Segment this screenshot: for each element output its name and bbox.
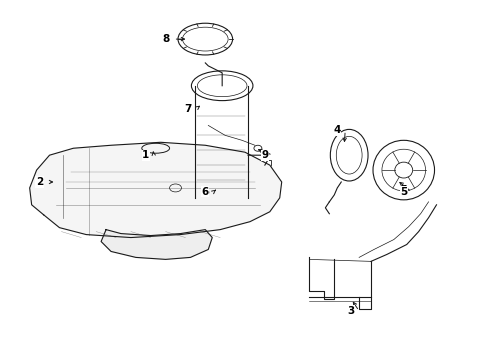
Text: 9: 9 [261, 150, 268, 160]
Text: 4: 4 [333, 125, 340, 135]
Text: 4: 4 [333, 125, 340, 135]
Text: 8: 8 [162, 34, 169, 44]
Text: 2: 2 [36, 177, 43, 187]
Text: 6: 6 [201, 187, 208, 197]
Text: 3: 3 [347, 306, 354, 316]
Text: 5: 5 [400, 185, 407, 195]
Polygon shape [101, 230, 212, 260]
Text: 7: 7 [184, 104, 191, 113]
Text: 9: 9 [261, 150, 268, 160]
Text: 1: 1 [142, 150, 149, 160]
Text: 6: 6 [202, 187, 208, 197]
Text: 1: 1 [142, 150, 149, 160]
Text: 8: 8 [162, 34, 169, 44]
Text: 5: 5 [399, 187, 407, 197]
Polygon shape [30, 142, 281, 238]
FancyBboxPatch shape [261, 159, 271, 168]
Text: 3: 3 [347, 306, 354, 316]
Text: 2: 2 [36, 177, 43, 187]
Text: 7: 7 [184, 104, 192, 113]
